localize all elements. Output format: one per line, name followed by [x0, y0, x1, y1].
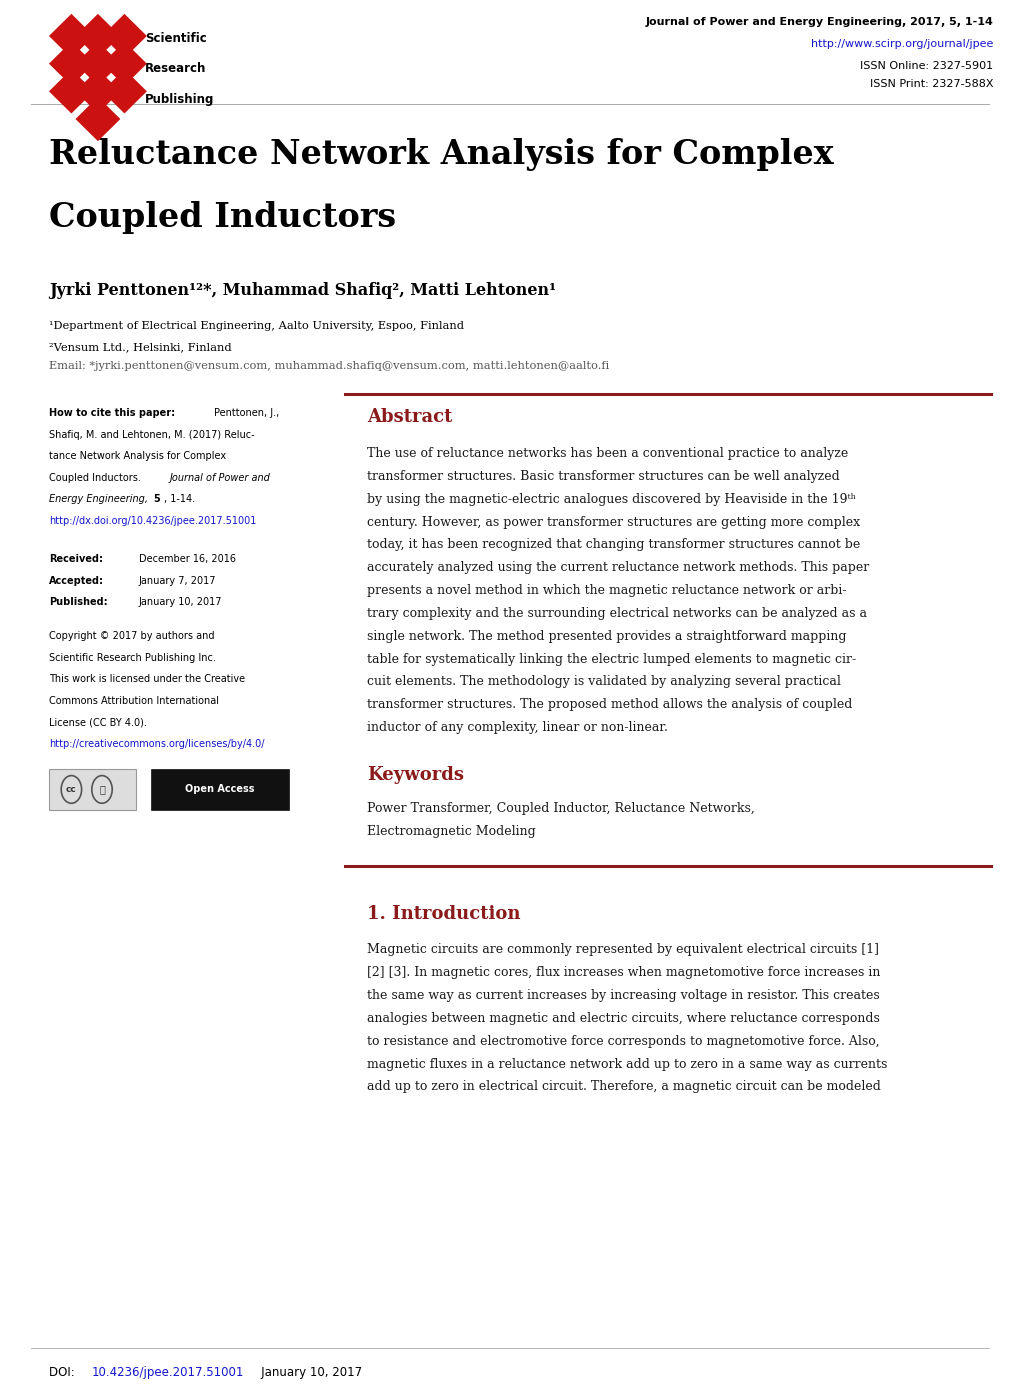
Polygon shape	[75, 42, 120, 86]
Text: by using the magnetic-electric analogues discovered by Heaviside in the 19ᵗʰ: by using the magnetic-electric analogues…	[367, 493, 856, 505]
Text: ¹Department of Electrical Engineering, Aalto University, Espoo, Finland: ¹Department of Electrical Engineering, A…	[49, 321, 464, 331]
Text: Published:: Published:	[49, 597, 107, 608]
FancyBboxPatch shape	[49, 768, 136, 810]
Text: 5: 5	[153, 494, 160, 504]
Text: How to cite this paper:: How to cite this paper:	[49, 408, 175, 418]
Text: inductor of any complexity, linear or non-linear.: inductor of any complexity, linear or no…	[367, 721, 667, 734]
Text: presents a novel method in which the magnetic reluctance network or arbi-: presents a novel method in which the mag…	[367, 584, 846, 597]
Text: accurately analyzed using the current reluctance network methods. This paper: accurately analyzed using the current re…	[367, 562, 868, 574]
Polygon shape	[102, 14, 147, 58]
Text: Electromagnetic Modeling: Electromagnetic Modeling	[367, 825, 535, 837]
Polygon shape	[75, 69, 120, 113]
Text: January 10, 2017: January 10, 2017	[250, 1366, 362, 1378]
Text: 1. Introduction: 1. Introduction	[367, 905, 520, 923]
Text: the same way as current increases by increasing voltage in resistor. This create: the same way as current increases by inc…	[367, 990, 879, 1002]
Text: [2] [3]. In magnetic cores, flux increases when magnetomotive force increases in: [2] [3]. In magnetic cores, flux increas…	[367, 966, 879, 980]
Text: century. However, as power transformer structures are getting more complex: century. However, as power transformer s…	[367, 516, 859, 529]
Text: December 16, 2016: December 16, 2016	[139, 554, 235, 565]
Text: cc: cc	[66, 785, 76, 794]
Text: Received:: Received:	[49, 554, 103, 565]
Polygon shape	[75, 97, 120, 141]
Text: Magnetic circuits are commonly represented by equivalent electrical circuits [1]: Magnetic circuits are commonly represent…	[367, 944, 878, 956]
Text: Accepted:: Accepted:	[49, 576, 104, 585]
Text: Abstract: Abstract	[367, 408, 452, 426]
Text: http://creativecommons.org/licenses/by/4.0/: http://creativecommons.org/licenses/by/4…	[49, 739, 264, 749]
Text: Scientific: Scientific	[145, 32, 207, 44]
Text: 10.4236/jpee.2017.51001: 10.4236/jpee.2017.51001	[92, 1366, 244, 1378]
Polygon shape	[102, 42, 147, 86]
Polygon shape	[102, 69, 147, 113]
Text: Power Transformer, Coupled Inductor, Reluctance Networks,: Power Transformer, Coupled Inductor, Rel…	[367, 803, 754, 815]
Text: ⓘ: ⓘ	[99, 785, 105, 794]
Text: http://www.scirp.org/journal/jpee: http://www.scirp.org/journal/jpee	[810, 39, 993, 48]
Text: magnetic fluxes in a reluctance network add up to zero in a same way as currents: magnetic fluxes in a reluctance network …	[367, 1057, 887, 1071]
Text: Research: Research	[145, 62, 206, 75]
Text: trary complexity and the surrounding electrical networks can be analyzed as a: trary complexity and the surrounding ele…	[367, 606, 866, 620]
Text: Energy Engineering,: Energy Engineering,	[49, 494, 151, 504]
Text: transformer structures. The proposed method allows the analysis of coupled: transformer structures. The proposed met…	[367, 698, 852, 711]
Text: ISSN Print: 2327-588X: ISSN Print: 2327-588X	[869, 79, 993, 89]
Polygon shape	[49, 42, 94, 86]
Text: Email: *jyrki.penttonen@vensum.com, muhammad.shafiq@vensum.com, matti.lehtonen@a: Email: *jyrki.penttonen@vensum.com, muha…	[49, 361, 608, 371]
Text: January 7, 2017: January 7, 2017	[139, 576, 216, 585]
Text: This work is licensed under the Creative: This work is licensed under the Creative	[49, 674, 245, 684]
Text: Copyright © 2017 by authors and: Copyright © 2017 by authors and	[49, 631, 214, 641]
Text: ISSN Online: 2327-5901: ISSN Online: 2327-5901	[859, 61, 993, 71]
Text: cuit elements. The methodology is validated by analyzing several practical: cuit elements. The methodology is valida…	[367, 675, 841, 688]
Text: Open Access: Open Access	[184, 785, 255, 794]
Text: , 1-14.: , 1-14.	[164, 494, 196, 504]
Text: Journal of Power and: Journal of Power and	[169, 473, 270, 483]
Text: single network. The method presented provides a straightforward mapping: single network. The method presented pro…	[367, 630, 846, 642]
Text: table for systematically linking the electric lumped elements to magnetic cir-: table for systematically linking the ele…	[367, 653, 856, 666]
Text: Scientific Research Publishing Inc.: Scientific Research Publishing Inc.	[49, 653, 216, 663]
Text: DOI:: DOI:	[49, 1366, 78, 1378]
Text: Coupled Inductors: Coupled Inductors	[49, 201, 395, 234]
Text: Penttonen, J.,: Penttonen, J.,	[214, 408, 279, 418]
Text: License (CC BY 4.0).: License (CC BY 4.0).	[49, 717, 147, 727]
Text: add up to zero in electrical circuit. Therefore, a magnetic circuit can be model: add up to zero in electrical circuit. Th…	[367, 1081, 880, 1093]
FancyBboxPatch shape	[151, 768, 288, 810]
Text: http://dx.doi.org/10.4236/jpee.2017.51001: http://dx.doi.org/10.4236/jpee.2017.5100…	[49, 516, 256, 526]
Text: Coupled Inductors.: Coupled Inductors.	[49, 473, 144, 483]
Text: transformer structures. Basic transformer structures can be well analyzed: transformer structures. Basic transforme…	[367, 471, 839, 483]
Text: analogies between magnetic and electric circuits, where reluctance corresponds: analogies between magnetic and electric …	[367, 1012, 879, 1026]
Polygon shape	[49, 14, 94, 58]
Text: Keywords: Keywords	[367, 767, 464, 785]
Polygon shape	[75, 14, 120, 58]
Text: Jyrki Penttonen¹²*, Muhammad Shafiq², Matti Lehtonen¹: Jyrki Penttonen¹²*, Muhammad Shafiq², Ma…	[49, 282, 555, 299]
Text: Journal of Power and Energy Engineering, 2017, 5, 1-14: Journal of Power and Energy Engineering,…	[645, 17, 993, 26]
Text: Shafiq, M. and Lehtonen, M. (2017) Reluc-: Shafiq, M. and Lehtonen, M. (2017) Reluc…	[49, 429, 255, 440]
Text: The use of reluctance networks has been a conventional practice to analyze: The use of reluctance networks has been …	[367, 447, 848, 459]
Text: January 10, 2017: January 10, 2017	[139, 597, 222, 608]
Text: Reluctance Network Analysis for Complex: Reluctance Network Analysis for Complex	[49, 138, 833, 172]
Text: to resistance and electromotive force corresponds to magnetomotive force. Also,: to resistance and electromotive force co…	[367, 1035, 879, 1048]
Text: Publishing: Publishing	[145, 93, 214, 105]
Text: Commons Attribution International: Commons Attribution International	[49, 696, 219, 706]
Text: today, it has been recognized that changing transformer structures cannot be: today, it has been recognized that chang…	[367, 538, 860, 551]
Polygon shape	[49, 69, 94, 113]
Text: ²Vensum Ltd., Helsinki, Finland: ²Vensum Ltd., Helsinki, Finland	[49, 342, 231, 352]
Text: tance Network Analysis for Complex: tance Network Analysis for Complex	[49, 451, 226, 461]
